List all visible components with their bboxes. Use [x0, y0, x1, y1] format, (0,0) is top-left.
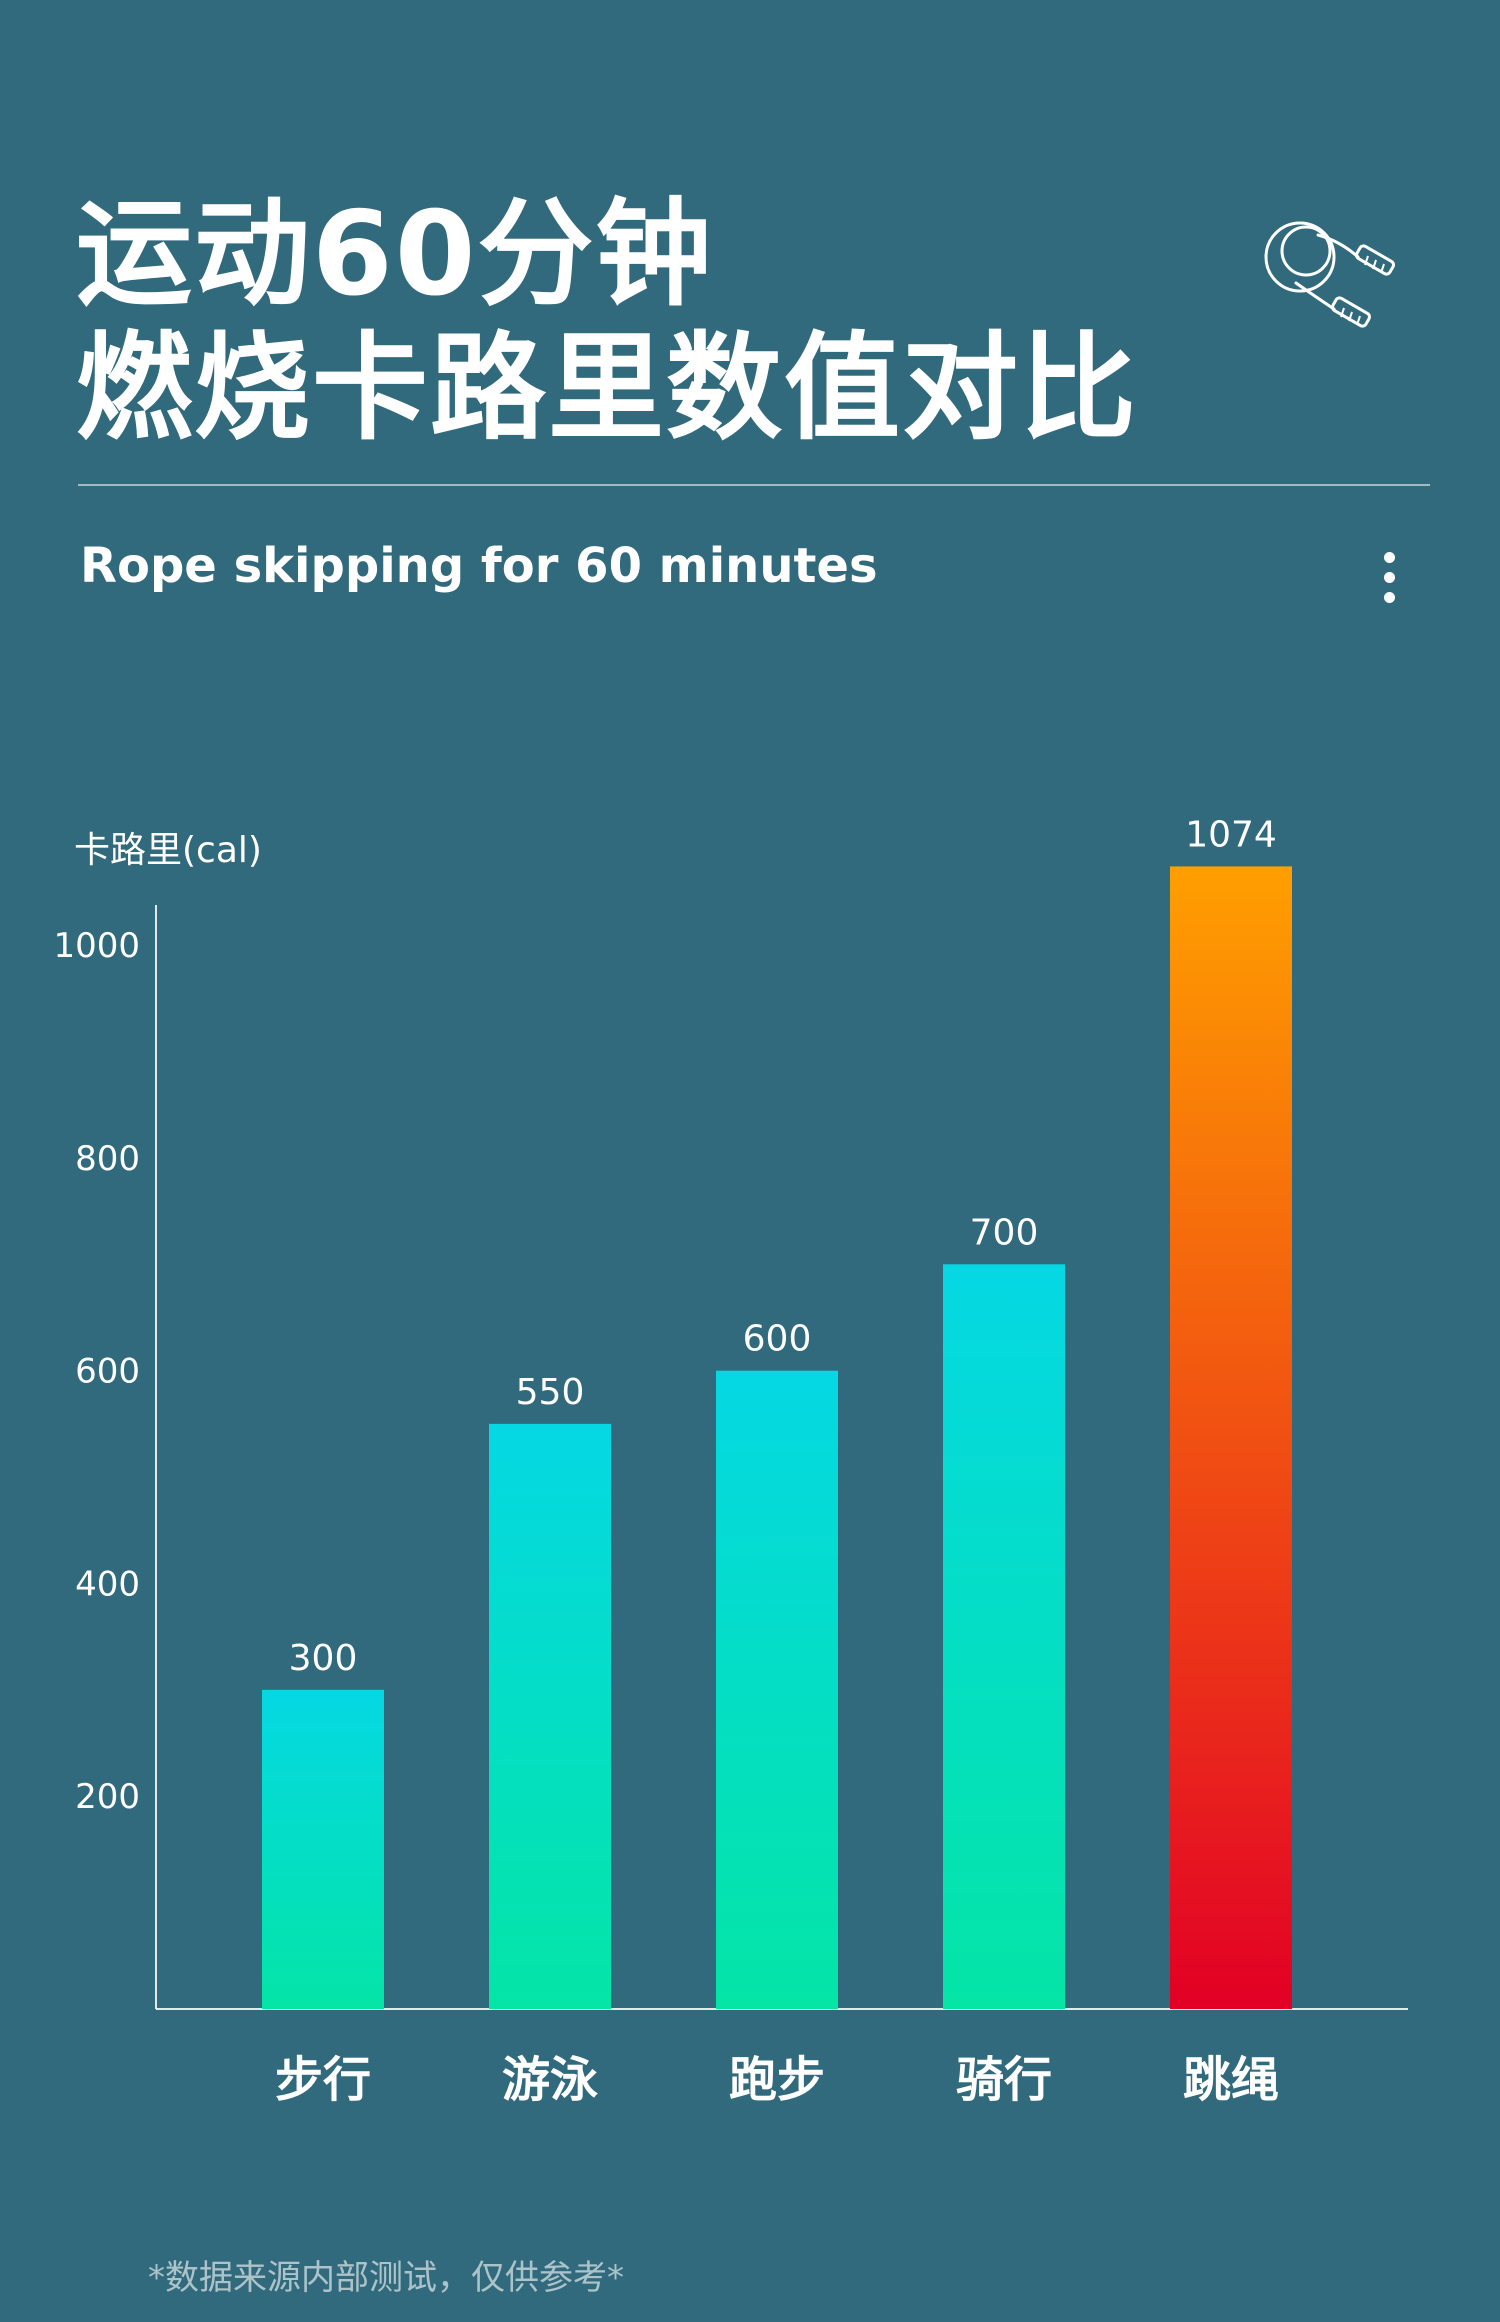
y-tick-label: 1000 [53, 926, 140, 966]
y-tick-label: 400 [75, 1564, 140, 1604]
bar-value-label: 300 [289, 1638, 358, 1679]
page-title: 运动60分钟 燃烧卡路里数值对比 [76, 188, 1138, 456]
title-line-1: 运动60分钟 [76, 187, 714, 322]
bar-5 [1170, 866, 1292, 2010]
more-options-button[interactable] [1370, 548, 1410, 608]
y-tick-label: 800 [75, 1139, 140, 1179]
y-tick-label: 600 [75, 1352, 140, 1392]
bar-1 [262, 1689, 384, 2009]
chart-marks: 200 400 600 800 1000 300 步行 550 游泳 600 跑步 700 骑行 1074… [53, 814, 1408, 2108]
footnote: *数据来源内部测试，仅供参考* [148, 2258, 624, 2298]
x-category-label: 步行 [275, 2052, 371, 2108]
x-category-label: 跑步 [729, 2052, 825, 2108]
more-vertical-icon-dot-3 [1384, 592, 1395, 603]
header-divider [78, 484, 1430, 486]
more-vertical-icon-dot-2 [1384, 572, 1395, 583]
title-line-2: 燃烧卡路里数值对比 [76, 321, 1138, 456]
x-category-label: 游泳 [502, 2052, 598, 2108]
bar-value-label: 550 [516, 1372, 585, 1413]
x-category-label: 跳绳 [1183, 2052, 1279, 2108]
bar-2 [489, 1423, 611, 2009]
bar-value-label: 700 [970, 1212, 1039, 1253]
bar-value-label: 600 [743, 1319, 812, 1360]
jump-rope-icon [1264, 221, 1395, 328]
y-tick-label: 200 [75, 1777, 140, 1817]
bar-4 [943, 1264, 1065, 2009]
y-axis-label: 卡路里(cal) [74, 830, 262, 871]
bar-value-label: 1074 [1185, 814, 1277, 855]
subtitle: Rope skipping for 60 minutes [80, 538, 878, 594]
x-category-label: 骑行 [956, 2052, 1052, 2108]
more-vertical-icon-dot-1 [1384, 552, 1395, 563]
bar-3 [716, 1370, 838, 2009]
